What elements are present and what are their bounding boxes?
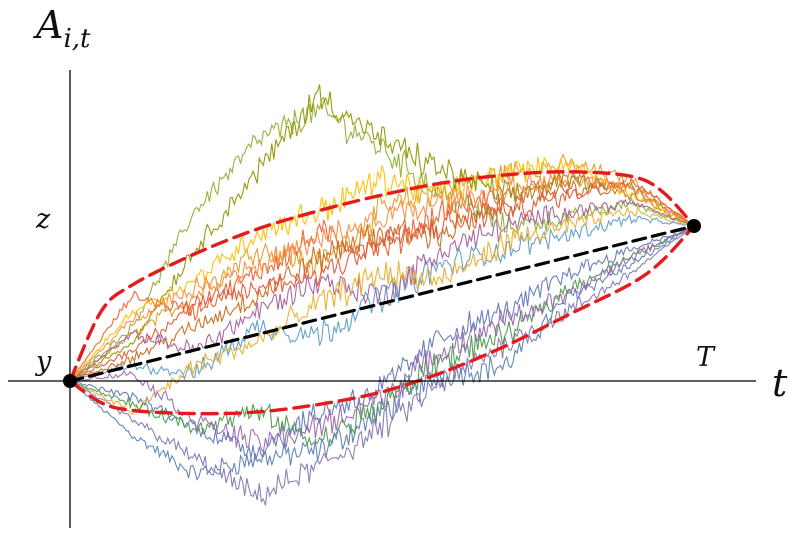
sample-path-7 — [69, 213, 695, 382]
y-axis-label-main: A — [33, 3, 63, 47]
sample-path-15 — [69, 225, 695, 454]
end-point — [687, 219, 701, 233]
sample-path-12 — [69, 225, 695, 462]
mean-line — [68, 224, 696, 383]
start-point — [63, 374, 77, 388]
sample-path-6 — [69, 178, 695, 382]
sample-path-1 — [69, 225, 695, 481]
sample-path-10 — [69, 84, 695, 382]
sample-path-16 — [69, 170, 695, 382]
x-axis-label: t — [772, 361, 788, 405]
y-axis-label-subscript: i,t — [63, 24, 91, 54]
y-axis-label: Ai,t — [33, 3, 91, 54]
sample-path-11 — [69, 178, 695, 382]
sample-paths — [69, 84, 695, 506]
sample-path-9 — [69, 198, 695, 382]
sample-path-14 — [69, 225, 695, 448]
sample-path-5 — [69, 225, 695, 506]
sample-path-3 — [69, 96, 695, 382]
x-tick-label-end: T — [696, 342, 716, 373]
sample-path-13 — [69, 206, 695, 416]
sample-path-2 — [69, 153, 695, 382]
y-tick-label-end: z — [35, 204, 51, 235]
y-tick-label-start: y — [35, 346, 52, 377]
